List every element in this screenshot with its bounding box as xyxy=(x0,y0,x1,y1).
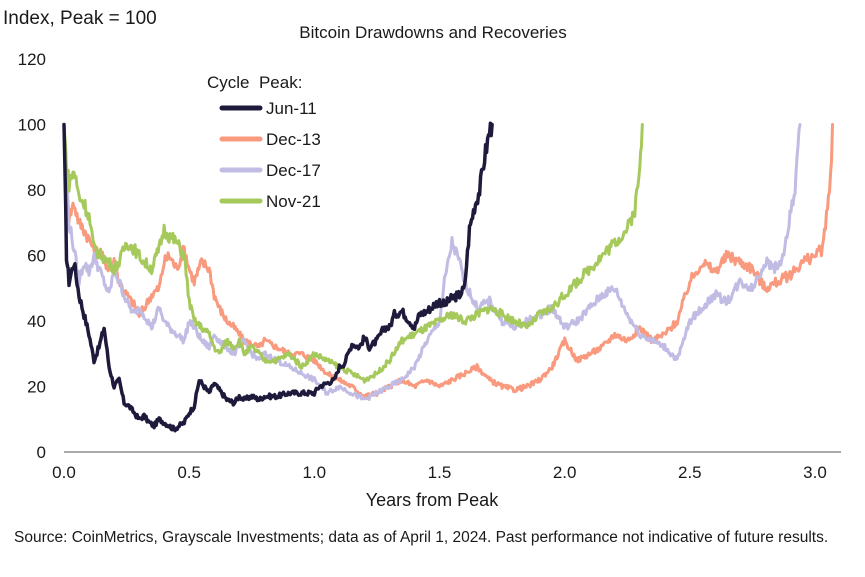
y-tick-label: 100 xyxy=(18,116,46,135)
y-tick-labels: 0 20 40 60 80 100 120 xyxy=(18,50,46,462)
series-line-dec-17 xyxy=(62,123,802,401)
y-tick-label: 80 xyxy=(27,181,46,200)
legend: Cycle Peak: Jun-11 Dec-13 Dec-17 Nov-21 xyxy=(207,73,321,211)
y-tick-label: 40 xyxy=(27,312,46,331)
x-tick-labels: 0.0 0.5 1.0 1.5 2.0 2.5 3.0 xyxy=(52,463,827,482)
y-tick-label: 120 xyxy=(18,50,46,69)
y-tick-label: 0 xyxy=(37,443,46,462)
y-axis-label: Index, Peak = 100 xyxy=(3,8,157,29)
y-tick-label: 20 xyxy=(27,378,46,397)
series-line-nov-21 xyxy=(62,123,644,384)
x-tick-label: 1.0 xyxy=(303,463,327,482)
legend-label: Dec-13 xyxy=(266,130,321,149)
source-note: Source: CoinMetrics, Grayscale Investmen… xyxy=(14,529,829,546)
x-axis-label: Years from Peak xyxy=(366,490,499,510)
y-tick-label: 60 xyxy=(27,247,46,266)
series-line-jun-11 xyxy=(62,121,494,433)
x-tick-label: 0.0 xyxy=(52,463,76,482)
x-tick-label: 2.5 xyxy=(678,463,702,482)
chart-title: Bitcoin Drawdowns and Recoveries xyxy=(299,23,566,42)
legend-label: Nov-21 xyxy=(266,192,321,211)
x-tick-label: 0.5 xyxy=(177,463,201,482)
series-line-dec-13 xyxy=(62,123,834,399)
x-tick-label: 2.0 xyxy=(553,463,577,482)
legend-label: Dec-17 xyxy=(266,161,321,180)
x-tick-label: 1.5 xyxy=(428,463,452,482)
series-lines xyxy=(62,121,834,433)
legend-label: Jun-11 xyxy=(266,99,317,118)
x-tick-label: 3.0 xyxy=(803,463,827,482)
legend-title: Cycle Peak: xyxy=(207,73,302,92)
